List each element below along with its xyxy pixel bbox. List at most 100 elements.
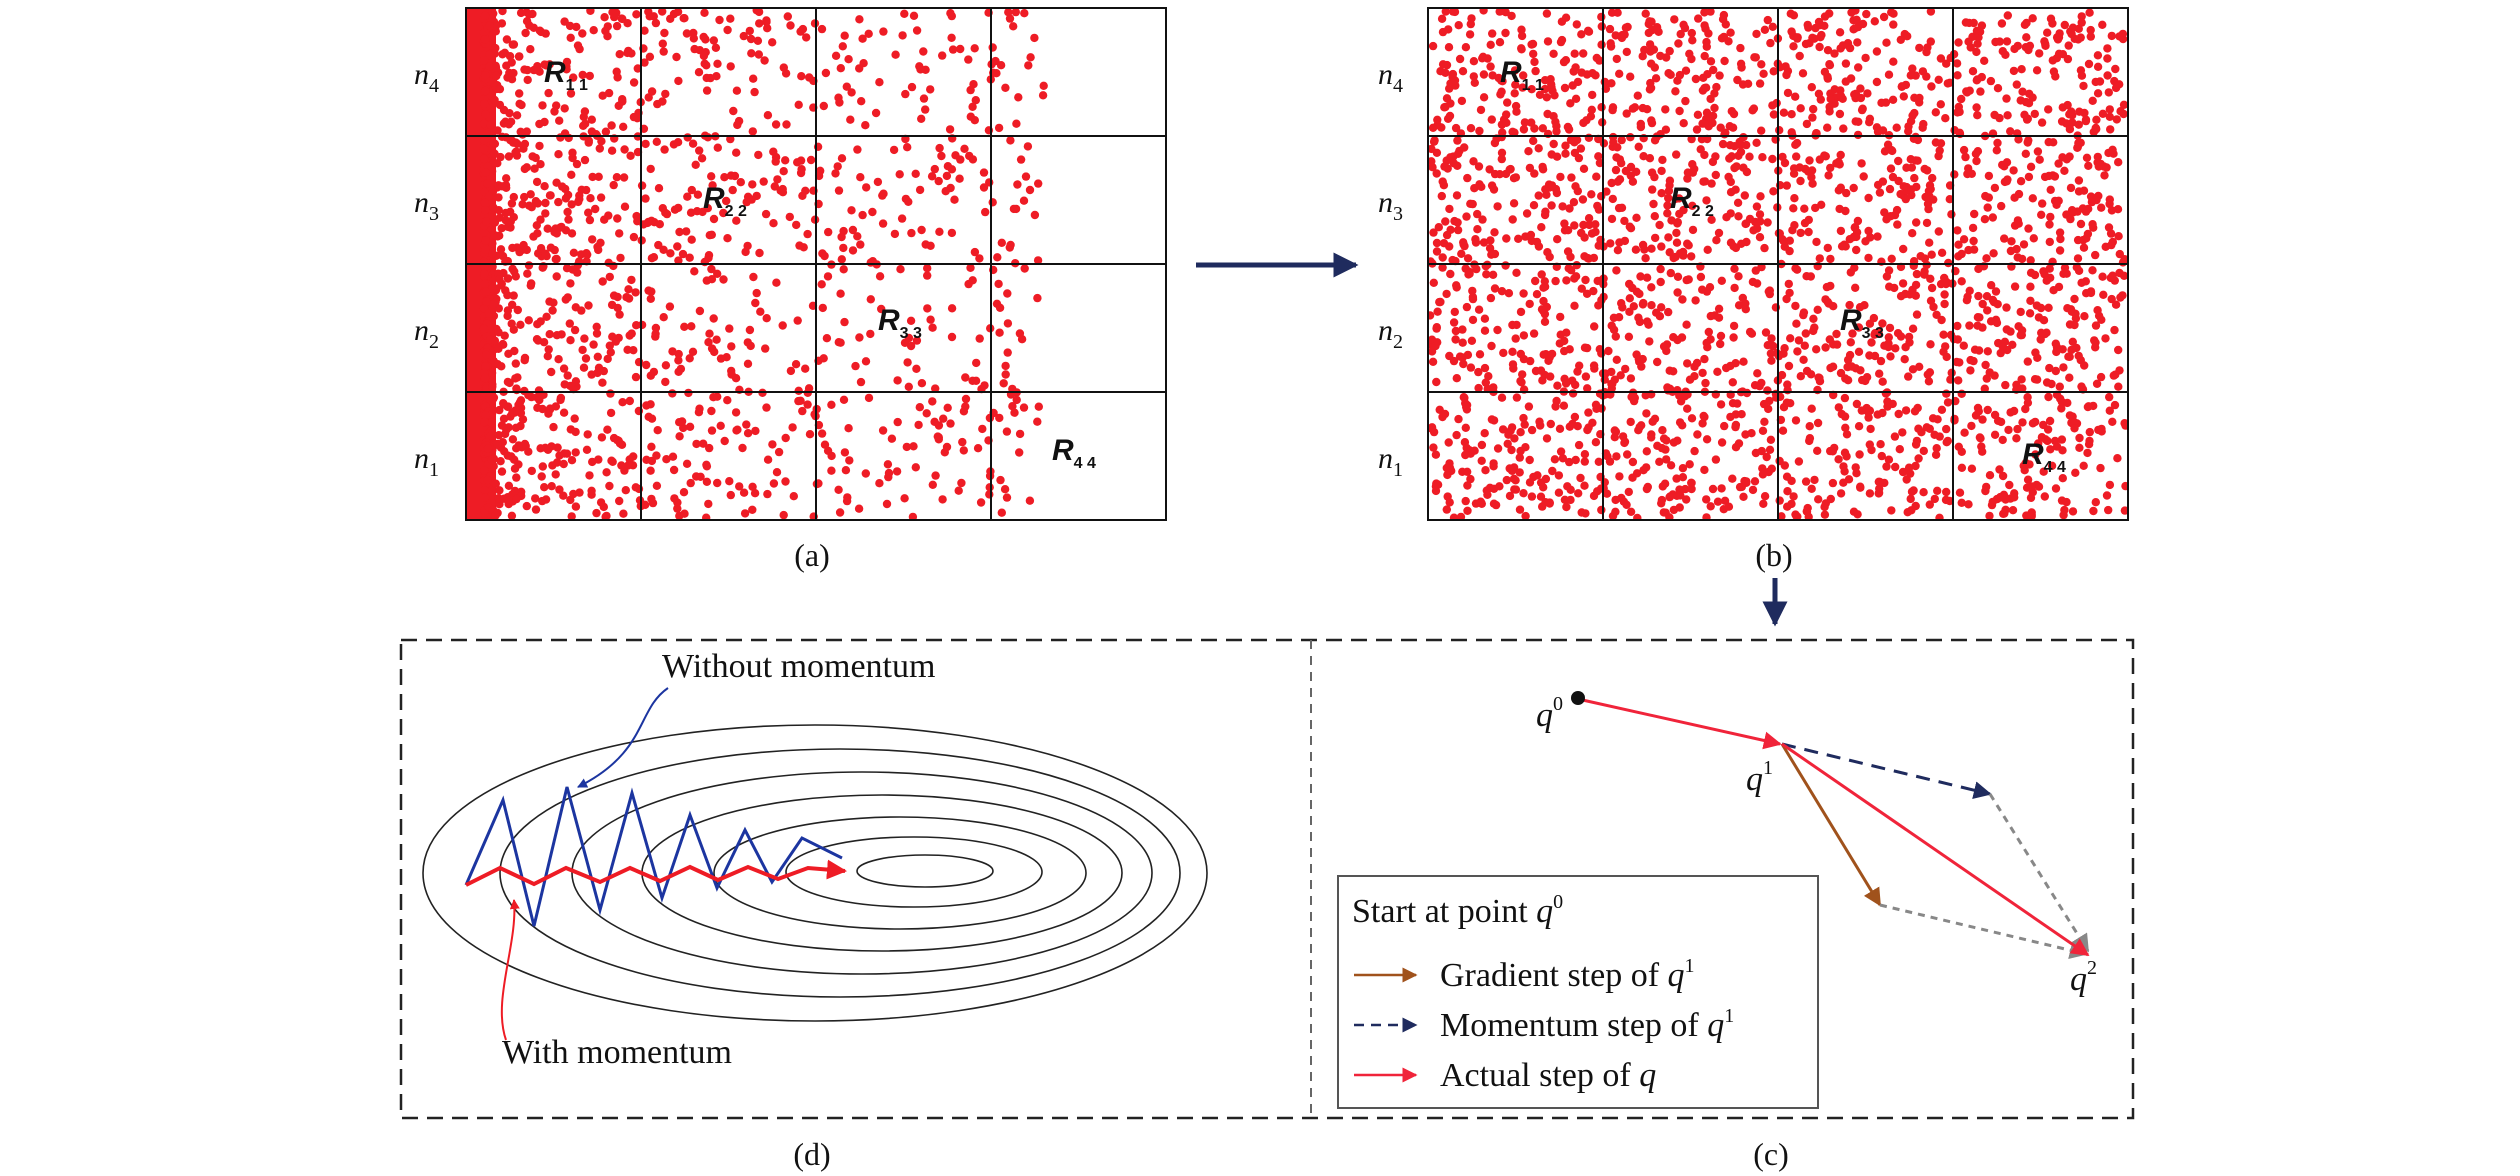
data-point xyxy=(1973,39,1982,48)
data-point xyxy=(2080,312,2089,321)
data-point xyxy=(1560,219,1569,228)
panel-a-region-label-r44: R4 4 xyxy=(1052,434,1096,472)
data-point xyxy=(1837,242,1847,251)
data-point xyxy=(1816,95,1826,104)
data-point xyxy=(915,403,924,412)
data-point xyxy=(1584,408,1593,417)
data-point xyxy=(1471,238,1481,247)
data-point xyxy=(700,59,709,68)
data-point xyxy=(1957,249,1966,259)
panel-a-row-label-n3: n3 xyxy=(414,186,439,225)
data-point xyxy=(1729,333,1738,342)
data-point xyxy=(1638,300,1648,309)
data-point xyxy=(1543,109,1552,119)
data-point xyxy=(1884,455,1894,464)
data-point xyxy=(1783,386,1792,395)
data-point xyxy=(1791,416,1801,425)
data-point xyxy=(2001,50,2010,59)
data-point xyxy=(947,228,957,238)
data-point xyxy=(1952,59,1962,68)
data-point xyxy=(1507,445,1516,455)
data-point xyxy=(835,508,845,517)
data-point xyxy=(746,34,756,44)
data-point xyxy=(699,439,708,448)
data-point xyxy=(907,82,917,92)
data-point xyxy=(563,207,572,217)
data-point xyxy=(629,232,639,242)
data-point xyxy=(1469,57,1479,66)
data-point xyxy=(1815,155,1825,164)
data-point xyxy=(509,138,519,147)
data-point xyxy=(1849,183,1858,193)
data-point xyxy=(624,461,633,470)
data-point xyxy=(1445,204,1454,214)
data-point xyxy=(479,154,489,163)
data-point xyxy=(523,65,532,75)
data-point xyxy=(1490,138,1500,148)
data-point xyxy=(796,27,805,36)
data-point xyxy=(1633,513,1642,520)
data-point xyxy=(731,408,741,417)
data-point xyxy=(1663,209,1672,218)
data-point xyxy=(996,60,1006,70)
data-point xyxy=(615,439,625,448)
data-point xyxy=(687,235,696,244)
data-point xyxy=(632,211,641,221)
data-point xyxy=(571,502,581,511)
data-point xyxy=(1536,366,1546,375)
data-point xyxy=(1452,430,1461,440)
data-point xyxy=(1894,156,1903,166)
data-point xyxy=(2108,271,2117,280)
data-point xyxy=(1006,136,1015,145)
panel-b-row-label-n1: n1 xyxy=(1378,442,1403,481)
data-point xyxy=(552,229,561,238)
data-point xyxy=(1736,43,1745,53)
data-point xyxy=(566,89,576,98)
data-point xyxy=(875,272,885,281)
data-point xyxy=(1483,490,1492,499)
data-point xyxy=(909,442,918,451)
data-point xyxy=(883,460,893,469)
data-point xyxy=(1902,163,1911,172)
data-point xyxy=(604,88,614,98)
data-point xyxy=(1539,296,1548,306)
data-point xyxy=(585,71,594,81)
data-point xyxy=(1454,21,1463,30)
data-point xyxy=(1791,264,1800,273)
data-point xyxy=(1700,8,1709,17)
data-point xyxy=(524,391,533,400)
data-point xyxy=(1451,335,1460,344)
data-point xyxy=(659,245,668,254)
data-point xyxy=(1792,138,1802,148)
data-point xyxy=(1875,484,1884,493)
data-point xyxy=(582,445,592,454)
data-point xyxy=(1846,338,1856,347)
data-point xyxy=(1761,328,1771,337)
data-point xyxy=(2049,138,2058,147)
data-point xyxy=(2082,234,2091,243)
data-point xyxy=(1779,236,1788,245)
data-point xyxy=(1470,78,1480,88)
data-point xyxy=(1699,411,1708,421)
data-point xyxy=(1558,202,1567,211)
data-point xyxy=(1512,393,1522,402)
data-point xyxy=(1429,137,1439,146)
data-point xyxy=(1867,338,1876,347)
data-point xyxy=(1479,93,1489,102)
data-point xyxy=(1758,153,1767,162)
data-point xyxy=(1972,47,1981,57)
data-point xyxy=(2093,89,2103,98)
data-point xyxy=(485,50,494,60)
data-point xyxy=(2070,418,2079,427)
data-point xyxy=(682,29,692,38)
data-point xyxy=(1583,384,1592,393)
data-point xyxy=(683,133,692,142)
data-point xyxy=(1649,45,1659,54)
data-point xyxy=(1466,474,1475,484)
data-point xyxy=(1926,8,1936,16)
data-point xyxy=(624,46,633,56)
data-point xyxy=(1665,492,1674,502)
data-point xyxy=(480,417,489,427)
data-point xyxy=(1942,487,1951,497)
data-point xyxy=(1878,177,1888,186)
